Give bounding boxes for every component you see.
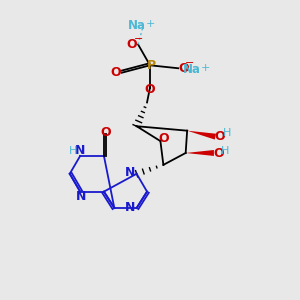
Text: O: O	[158, 132, 169, 145]
Text: Na: Na	[128, 19, 146, 32]
Text: −: −	[185, 58, 194, 68]
Text: O: O	[145, 82, 155, 96]
Text: O: O	[213, 147, 224, 160]
Text: O: O	[214, 130, 225, 142]
Text: N: N	[125, 202, 135, 214]
Text: Na: Na	[183, 63, 201, 76]
Text: N: N	[125, 166, 135, 179]
Text: P: P	[147, 59, 156, 72]
Text: H: H	[223, 128, 231, 138]
Text: N: N	[75, 144, 85, 157]
Polygon shape	[186, 150, 214, 156]
Text: +: +	[145, 19, 155, 29]
Text: O: O	[178, 62, 189, 75]
Text: H: H	[68, 146, 77, 156]
Text: H: H	[221, 146, 230, 156]
Text: O: O	[100, 126, 111, 139]
Text: O: O	[126, 38, 137, 51]
Text: +: +	[200, 63, 210, 73]
Text: O: O	[110, 66, 121, 79]
Text: −: −	[134, 34, 143, 44]
Polygon shape	[187, 131, 216, 140]
Text: N: N	[76, 190, 86, 203]
